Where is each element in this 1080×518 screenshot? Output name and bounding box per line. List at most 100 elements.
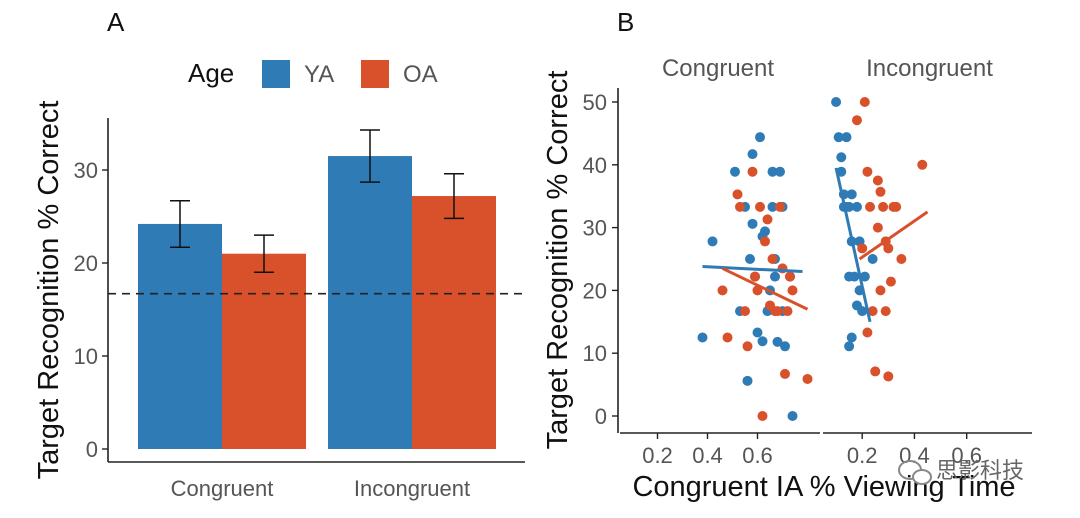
data-point-ya bbox=[772, 336, 783, 347]
x-tick-label: 0.4 bbox=[899, 443, 930, 468]
watermark-text: 思影科技 bbox=[936, 458, 1024, 483]
data-point-ya bbox=[867, 254, 878, 264]
legend-label-oa: OA bbox=[403, 61, 438, 88]
x-tick-label: 0.2 bbox=[642, 443, 673, 468]
data-point-ya bbox=[844, 271, 855, 282]
data-point-oa bbox=[862, 327, 873, 338]
x-tick-label: 0.6 bbox=[951, 443, 982, 468]
error-bar bbox=[444, 172, 464, 220]
legend-swatch-oa bbox=[361, 60, 389, 88]
x-tick-label: 0.2 bbox=[847, 443, 878, 468]
data-point-oa bbox=[917, 159, 928, 170]
data-point-oa bbox=[785, 271, 795, 282]
data-point-ya bbox=[833, 132, 844, 143]
fit-line-oa bbox=[858, 210, 929, 261]
y-axis-title: Target Recognition % Correct bbox=[33, 101, 65, 480]
panel-label-b: B bbox=[617, 7, 634, 37]
data-point-ya bbox=[747, 218, 758, 229]
panel-a-bar-chart: 0 10 20 30 Congruent Incongruent Target Recogn… bbox=[33, 58, 525, 501]
data-point-ya bbox=[752, 327, 763, 338]
y-tick-label: 40 bbox=[583, 153, 607, 178]
data-point-ya bbox=[841, 132, 852, 143]
data-point-oa bbox=[750, 271, 760, 282]
x-category-label: Congruent bbox=[171, 476, 274, 501]
data-point-ya bbox=[755, 132, 765, 143]
data-point-oa bbox=[787, 285, 798, 296]
facet-strip-label: Congruent bbox=[662, 55, 774, 82]
error-bar bbox=[170, 199, 190, 248]
y-tick-label: 50 bbox=[583, 90, 607, 115]
y-tick-label: 30 bbox=[583, 216, 607, 241]
data-point-oa bbox=[875, 186, 886, 197]
data-point-ya bbox=[836, 152, 847, 163]
data-point-ya bbox=[787, 411, 798, 421]
data-point-oa bbox=[755, 201, 765, 212]
legend: Age YA OA bbox=[188, 58, 438, 88]
data-point-ya bbox=[757, 336, 768, 347]
y-tick-label: 10 bbox=[74, 344, 98, 369]
data-point-ya bbox=[697, 332, 708, 343]
fit-line-oa bbox=[721, 267, 809, 311]
data-point-oa bbox=[775, 201, 785, 212]
data-point-oa bbox=[742, 341, 753, 352]
data-point-oa bbox=[872, 175, 883, 186]
data-point-ya bbox=[844, 341, 855, 352]
data-point-ya bbox=[770, 271, 780, 282]
data-point-ya bbox=[851, 201, 862, 212]
data-point-oa bbox=[722, 332, 733, 343]
bar-ya-congruent bbox=[138, 223, 222, 449]
data-point-ya bbox=[846, 332, 857, 343]
data-point-oa bbox=[883, 243, 894, 254]
data-point-ya bbox=[780, 341, 790, 352]
y-tick-label: 30 bbox=[74, 158, 98, 183]
data-point-ya bbox=[846, 189, 857, 200]
data-point-ya bbox=[730, 166, 740, 177]
data-point-oa bbox=[880, 306, 891, 317]
bar-oa-congruent bbox=[222, 253, 306, 449]
data-point-oa bbox=[747, 166, 758, 177]
data-point-ya bbox=[767, 201, 778, 212]
data-point-oa bbox=[875, 285, 886, 296]
panel-b-scatter-chart: 0 10 20 30 40 50 Congruent 0.2 0.4 0.6 Incongruent… bbox=[542, 55, 1032, 503]
data-point-oa bbox=[782, 306, 793, 317]
y-tick-label: 20 bbox=[583, 278, 607, 303]
x-tick-label: 0.4 bbox=[692, 443, 723, 468]
data-point-oa bbox=[735, 201, 745, 212]
x-axis-title: Congruent IA % Viewing Time bbox=[632, 471, 1015, 503]
data-point-ya bbox=[859, 271, 870, 282]
data-point-ya bbox=[707, 236, 718, 247]
legend-swatch-ya bbox=[262, 60, 290, 88]
data-point-oa bbox=[851, 115, 862, 126]
data-point-oa bbox=[780, 368, 790, 379]
fit-line-ya bbox=[702, 265, 803, 274]
data-point-oa bbox=[740, 306, 750, 317]
data-point-ya bbox=[742, 375, 753, 386]
data-point-oa bbox=[762, 214, 773, 225]
data-point-ya bbox=[745, 254, 755, 264]
data-point-oa bbox=[772, 306, 783, 317]
legend-title: Age bbox=[188, 58, 234, 88]
x-category-label: Incongruent bbox=[354, 476, 470, 501]
data-point-oa bbox=[878, 201, 889, 212]
data-point-oa bbox=[896, 254, 907, 264]
watermark: 思影科技 bbox=[898, 458, 1024, 485]
data-point-oa bbox=[872, 222, 883, 233]
data-point-oa bbox=[717, 285, 728, 296]
y-tick-label: 0 bbox=[86, 437, 98, 462]
data-point-ya bbox=[775, 166, 785, 177]
facet-strip-label: Incongruent bbox=[866, 55, 993, 82]
x-tick-label: 0.6 bbox=[742, 443, 773, 468]
legend-label-ya: YA bbox=[304, 61, 334, 88]
error-bar bbox=[360, 129, 380, 183]
data-point-oa bbox=[802, 373, 813, 384]
data-point-ya bbox=[857, 306, 868, 317]
bar-oa-incongruent bbox=[412, 196, 496, 449]
bar-ya-incongruent bbox=[328, 156, 412, 450]
fit-line-ya bbox=[834, 167, 872, 323]
data-point-oa bbox=[760, 236, 770, 247]
data-point-ya bbox=[767, 166, 778, 177]
data-point-oa bbox=[859, 97, 870, 107]
y-tick-label: 10 bbox=[583, 341, 607, 366]
data-point-oa bbox=[867, 306, 878, 317]
